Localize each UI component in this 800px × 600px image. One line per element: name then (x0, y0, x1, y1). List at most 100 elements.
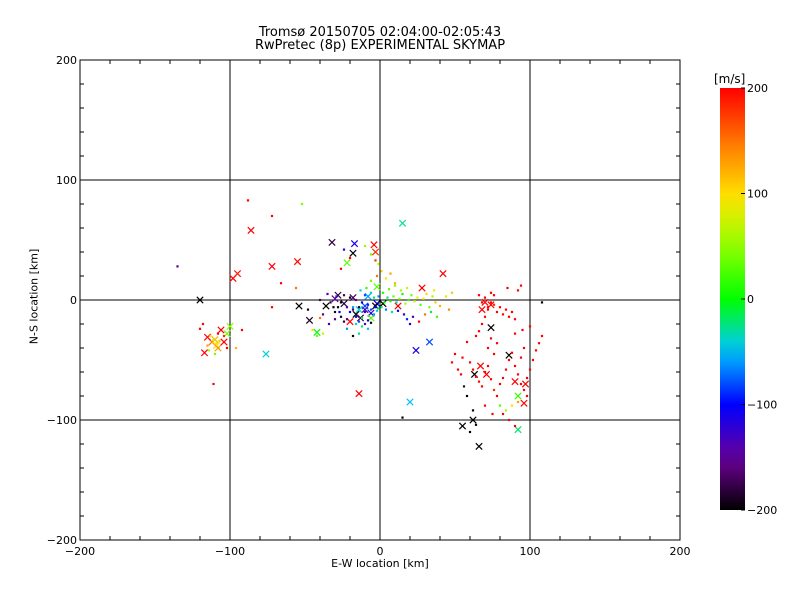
data-point-dot (294, 286, 298, 290)
data-point-dot (327, 322, 331, 326)
data-point-dot (401, 292, 404, 296)
data-point-dot (339, 315, 343, 318)
data-point-dot (411, 315, 415, 318)
data-point-dot (519, 356, 523, 359)
data-points (176, 199, 544, 451)
data-point-dot (389, 300, 392, 303)
data-point-dot (528, 368, 532, 371)
y-tick-label: −200 (47, 534, 77, 547)
data-point-dot (369, 321, 373, 324)
y-tick-label: 100 (56, 174, 77, 187)
data-point-cross (305, 316, 314, 325)
data-point-dot (419, 303, 422, 306)
x-tick-label: −100 (215, 545, 245, 558)
data-point-dot (422, 297, 425, 300)
data-point-dot (486, 364, 490, 368)
data-point-cross (217, 326, 225, 334)
data-point-dot (392, 295, 395, 298)
x-axis-label: E-W location [km] (331, 557, 429, 570)
data-point-dot (279, 282, 283, 285)
data-point-dot (366, 319, 370, 322)
data-point-dot (501, 313, 505, 316)
data-point-dot (498, 382, 502, 386)
data-point-dot (498, 404, 502, 407)
data-point-dot (374, 259, 377, 262)
data-point-cross (313, 328, 321, 337)
data-point-dot (240, 328, 244, 332)
data-point-cross (268, 262, 276, 271)
data-point-dot (492, 352, 496, 356)
data-point-dot (513, 424, 517, 428)
data-point-cross (514, 392, 522, 400)
data-point-dot (492, 294, 496, 297)
data-point-dot (459, 373, 463, 376)
data-point-dot (516, 373, 520, 376)
data-point-cross (514, 425, 522, 434)
data-point-cross (349, 249, 357, 257)
data-point-dot (504, 368, 508, 371)
data-point-dot (474, 334, 478, 338)
data-point-dot (483, 404, 487, 407)
data-point-dot (333, 318, 337, 321)
data-point-dot (357, 306, 361, 309)
data-point-dot (450, 291, 454, 294)
chart-title: Tromsø 20150705 02:04:00-02:05:43 (258, 25, 502, 40)
data-point-dot (401, 416, 404, 419)
data-point-dot (360, 301, 364, 304)
data-point-dot (387, 288, 391, 291)
data-point-dot (209, 334, 212, 338)
data-point-cross (476, 362, 485, 370)
data-point-cross (211, 335, 219, 344)
data-point-dot (234, 346, 238, 350)
data-point-dot (351, 334, 355, 338)
x-tick-label: 0 (377, 545, 384, 558)
data-point-dot (468, 361, 472, 364)
data-point-dot (393, 284, 397, 287)
data-point-dot (513, 332, 517, 335)
data-point-dot (531, 358, 535, 362)
data-point-dot (432, 289, 436, 292)
data-point-dot (495, 394, 499, 398)
data-point-dot (521, 328, 524, 332)
data-point-dot (389, 272, 392, 275)
data-point-dot (345, 306, 349, 309)
data-point-dot (381, 291, 385, 294)
x-tick-label: −200 (65, 545, 95, 558)
data-point-dot (534, 349, 538, 352)
data-point-dot (339, 267, 343, 270)
data-point-dot (380, 270, 383, 273)
data-point-cross (406, 398, 414, 406)
data-point-cross (328, 238, 336, 247)
data-point-cross (487, 323, 495, 332)
colorbar: 200 100 0 −100 −200 (720, 82, 777, 517)
data-point-dot (225, 346, 229, 350)
data-point-cross (521, 380, 530, 388)
colorbar-gradient (720, 88, 745, 510)
data-point-dot (306, 308, 310, 311)
data-point-dot (369, 308, 373, 311)
data-point-dot (351, 306, 355, 309)
data-point-dot (360, 316, 364, 320)
data-point-dot (486, 346, 490, 350)
data-point-cross (520, 399, 528, 407)
data-point-dot (354, 298, 358, 302)
data-point-dot (360, 325, 364, 328)
colorbar-tick-label: 200 (747, 82, 768, 95)
data-point-dot (333, 310, 337, 314)
data-point-dot (528, 325, 532, 328)
data-point-dot (504, 308, 508, 311)
data-point-dot (270, 306, 274, 309)
data-point-cross (343, 259, 351, 267)
data-point-cross (412, 346, 420, 355)
data-point-dot (510, 351, 514, 354)
data-point-dot (336, 306, 340, 309)
data-point-dot (365, 286, 368, 290)
data-point-dot (471, 409, 475, 412)
data-point-cross (355, 305, 363, 314)
data-point-dot (522, 388, 526, 392)
data-point-dot (377, 295, 380, 298)
data-point-dot (369, 291, 373, 294)
data-point-cross (350, 239, 359, 248)
data-point-dot (522, 346, 526, 350)
